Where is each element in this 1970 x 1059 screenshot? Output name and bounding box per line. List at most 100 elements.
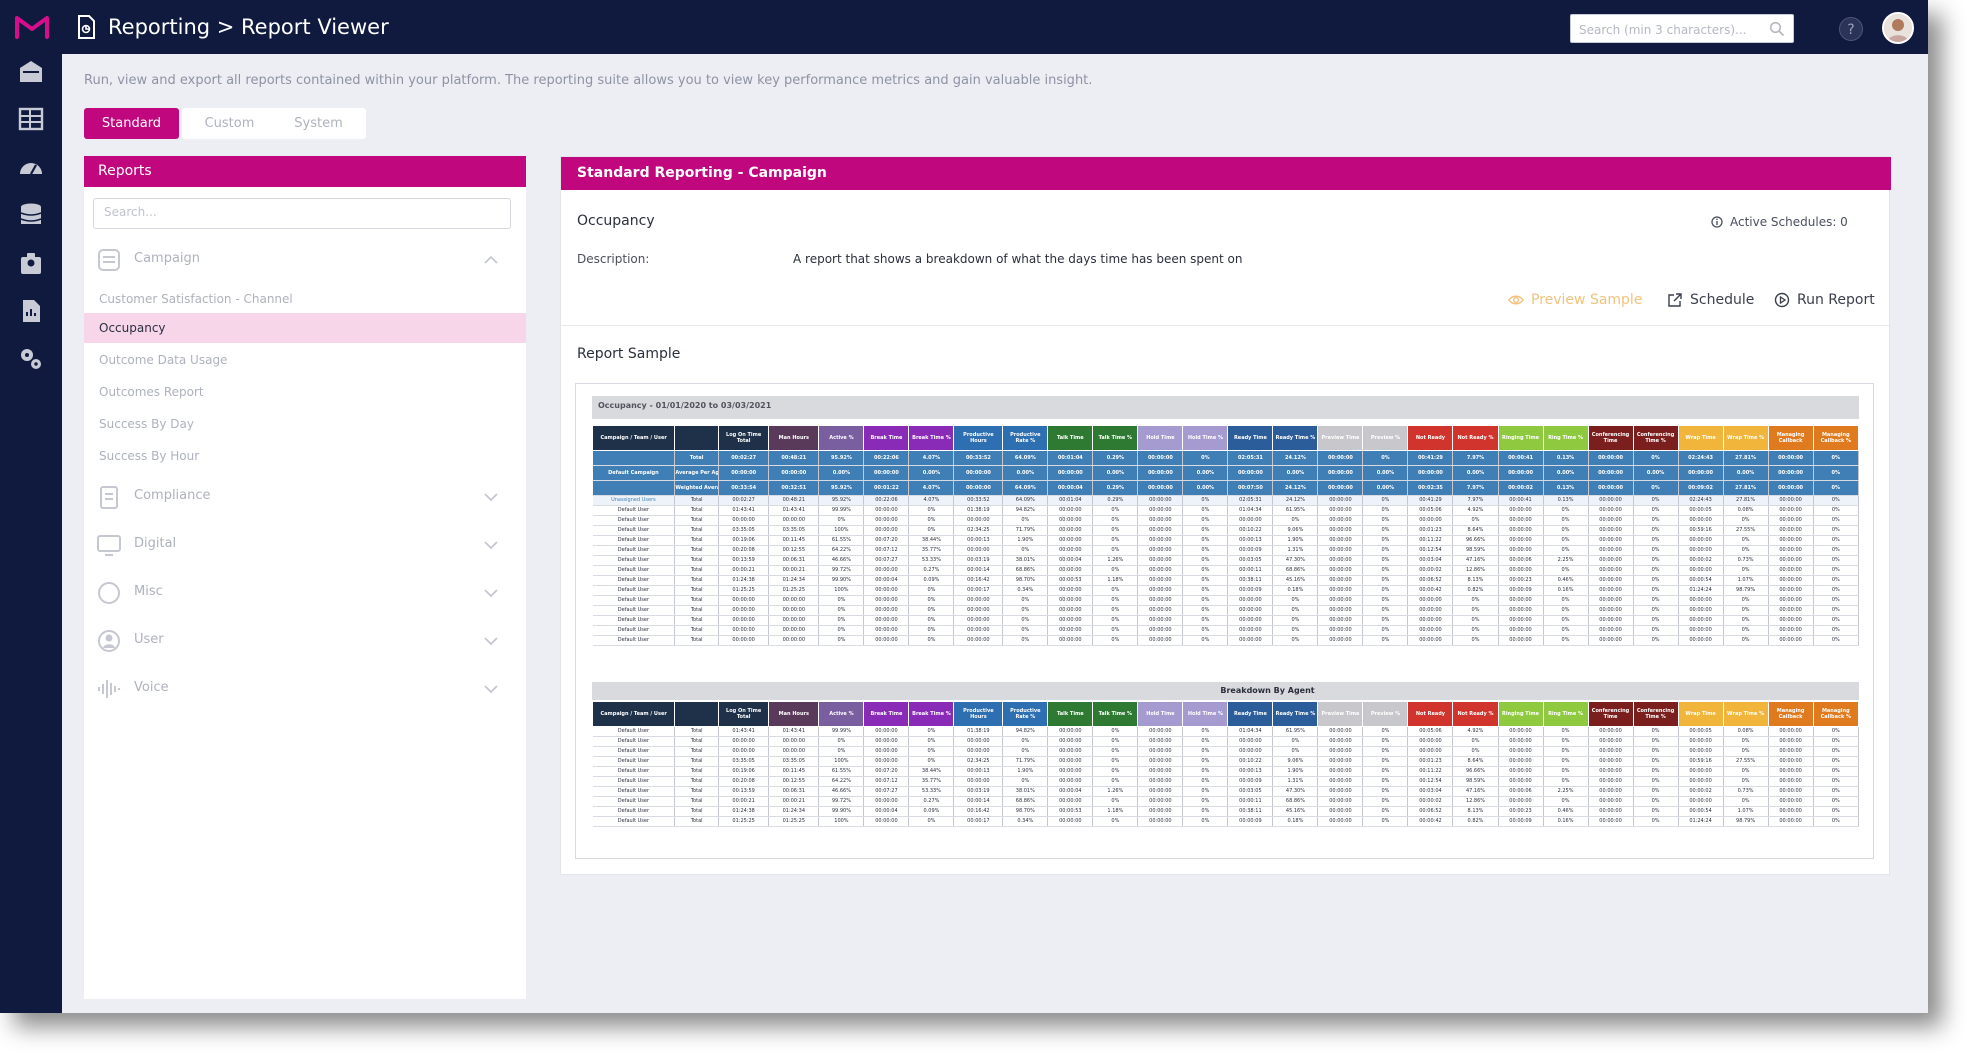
table-cell: 64.22% xyxy=(818,776,865,787)
chevron-down-icon[interactable] xyxy=(484,683,498,695)
settings-cogs-icon[interactable] xyxy=(18,346,44,372)
report-item[interactable]: Customer Satisfaction - Channel xyxy=(99,292,293,306)
table-cell: 0% xyxy=(1362,535,1409,546)
table-cell: 0% xyxy=(908,736,955,747)
report-item[interactable]: Success By Hour xyxy=(99,449,200,463)
table-body: Total 00:02:27 00:48:21 95.92% 00:22:06 4.07%… xyxy=(592,450,1860,646)
chevron-down-icon[interactable] xyxy=(484,635,498,647)
table-cell: 0% xyxy=(1362,450,1409,466)
table-cell: 00:00:00 xyxy=(1317,535,1364,546)
group-label: Misc xyxy=(134,584,163,599)
table-cell: 00:00:00 xyxy=(1047,465,1094,481)
group-label: Compliance xyxy=(134,488,211,503)
table-cell: 24.12% xyxy=(1272,450,1319,466)
digital-icon xyxy=(97,535,121,556)
eye-icon xyxy=(1508,295,1524,305)
reports-search-input[interactable]: Search... xyxy=(93,198,511,229)
group-compliance[interactable]: Compliance xyxy=(84,479,526,515)
run-report-button[interactable]: Run Report xyxy=(1774,289,1875,311)
chevron-down-icon[interactable] xyxy=(484,491,498,503)
table-cell: 00:00:05 xyxy=(1678,726,1724,737)
table-cell: 00:00:00 xyxy=(1768,525,1814,536)
table-cell: 94.82% xyxy=(1002,726,1049,737)
group-voice[interactable]: Voice xyxy=(84,671,526,707)
table-cell: 00:16:42 xyxy=(953,806,1004,817)
report-item[interactable]: Success By Day xyxy=(99,417,194,431)
table-cell: 38.01% xyxy=(1002,555,1049,566)
database-icon[interactable] xyxy=(18,202,44,228)
table-cell: 0% xyxy=(1813,796,1860,807)
search-icon[interactable] xyxy=(1769,21,1785,37)
table-cell: 2.25% xyxy=(1543,786,1589,797)
report-item-selected[interactable]: Occupancy xyxy=(84,313,526,343)
table-cell: 00:00:00 xyxy=(718,746,770,757)
table-cell: 0% xyxy=(1272,625,1319,636)
table-cell: 99.99% xyxy=(818,726,865,737)
table-cell: 00:00:00 xyxy=(863,565,910,576)
global-search-input[interactable] xyxy=(1579,23,1763,37)
table-cell: 00:00:00 xyxy=(1588,575,1634,586)
report-item[interactable]: Outcome Data Usage xyxy=(99,353,228,367)
table-cell: 00:33:52 xyxy=(953,495,1004,506)
table-cell: 64.22% xyxy=(818,545,865,556)
group-digital[interactable]: Digital xyxy=(84,527,526,563)
tab-standard[interactable]: Standard xyxy=(84,108,179,139)
tab-system[interactable]: System xyxy=(271,108,366,139)
table-cell: 00:00:00 xyxy=(1047,625,1094,636)
user-avatar[interactable] xyxy=(1882,12,1914,44)
compliance-icon xyxy=(100,486,118,509)
report-item[interactable]: Outcomes Report xyxy=(99,385,204,399)
table-cell: Total xyxy=(674,736,720,747)
reporting-icon[interactable] xyxy=(18,298,44,324)
table-cell: 00:00:00 xyxy=(953,545,1004,556)
table-cell: 0% xyxy=(1723,766,1769,777)
table-cell: Total xyxy=(674,565,720,576)
chevron-down-icon[interactable] xyxy=(484,587,498,599)
table-cell: 00:38:11 xyxy=(1227,806,1274,817)
table-cell: 47.30% xyxy=(1272,555,1319,566)
tab-custom[interactable]: Custom xyxy=(182,108,277,139)
help-icon[interactable]: ? xyxy=(1838,16,1864,42)
table-cell: 95.92% xyxy=(818,450,865,466)
summary-table: Campaign / Team / User Log On Time Total M… xyxy=(591,425,1860,646)
table-cell: 00:06:52 xyxy=(1407,575,1454,586)
group-campaign[interactable]: Campaign xyxy=(84,242,526,278)
chevron-up-icon[interactable] xyxy=(484,254,498,266)
table-cell: 00:00:00 xyxy=(1588,585,1634,596)
preview-sample-button[interactable]: Preview Sample xyxy=(1508,289,1642,311)
table-cell: Default User xyxy=(592,565,676,576)
table-cell: 0.29% xyxy=(1092,495,1139,506)
table-cell: 00:00:00 xyxy=(1768,555,1814,566)
table-cell: 0% xyxy=(1633,555,1679,566)
table-cell: 00:00:00 xyxy=(863,585,910,596)
table-cell: 0% xyxy=(1543,595,1589,606)
table-cell: 00:00:41 xyxy=(1498,495,1544,506)
table-cell: 0% xyxy=(1813,555,1860,566)
dashboard-gauge-icon[interactable] xyxy=(18,154,44,180)
table-cell: 0% xyxy=(1452,595,1499,606)
table-cell: 0% xyxy=(1543,515,1589,526)
table-cell: 00:00:00 xyxy=(953,515,1004,526)
column-header: Hold Time xyxy=(1137,701,1184,727)
table-cell: 0% xyxy=(1092,756,1139,767)
global-search-field[interactable] xyxy=(1570,14,1794,43)
table-cell: Total xyxy=(674,605,720,616)
contact-center-icon[interactable] xyxy=(18,58,44,84)
chevron-down-icon[interactable] xyxy=(484,539,498,551)
group-user[interactable]: User xyxy=(84,623,526,659)
schedule-button[interactable]: Schedule xyxy=(1667,289,1754,311)
group-misc[interactable]: Misc xyxy=(84,575,526,611)
table-cell: 02:05:31 xyxy=(1227,495,1274,506)
table-cell: 0% xyxy=(1002,595,1049,606)
table-cell: 00:00:00 xyxy=(1407,515,1454,526)
user-management-icon[interactable] xyxy=(18,250,44,276)
table-cell: 01:43:41 xyxy=(718,726,770,737)
agent-row: Default User Total 01:43:41 01:43:41 99.99% 0… xyxy=(592,505,1860,516)
table-cell: 0% xyxy=(1182,495,1229,506)
table-cell: 00:00:00 xyxy=(863,615,910,626)
grid-layout-icon[interactable] xyxy=(18,106,44,132)
table-cell: 00:00:00 xyxy=(768,625,820,636)
brand-logo[interactable] xyxy=(14,13,50,41)
table-cell: Total xyxy=(674,505,720,516)
table-cell: 00:00:00 xyxy=(1678,746,1724,757)
